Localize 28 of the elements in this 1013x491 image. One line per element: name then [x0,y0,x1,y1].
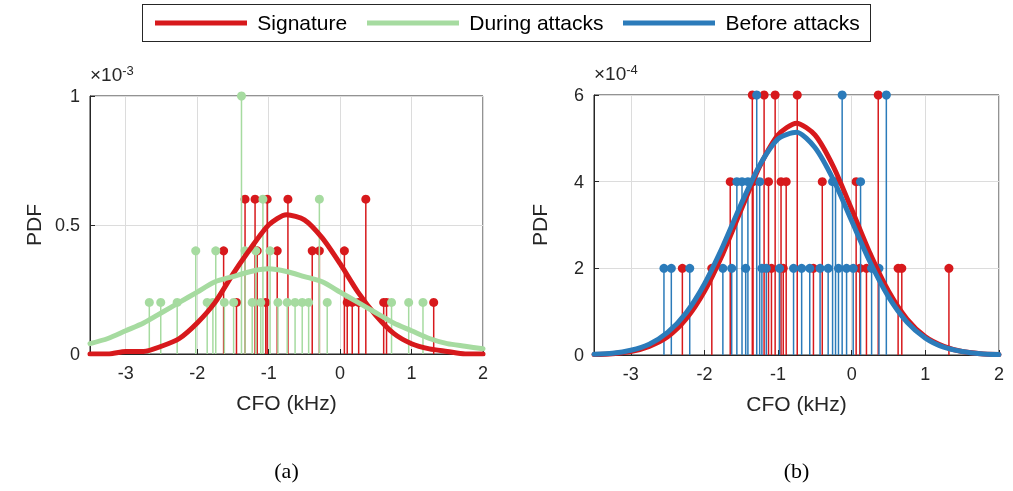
y-tick-label: 0 [573,345,584,365]
x-tick-label: 2 [993,364,1005,384]
x-tick-label: 0 [846,364,857,384]
legend-label: During attacks [469,11,604,35]
y-tick-label: 0.5 [54,215,80,235]
legend-label: Signature [257,11,348,35]
text: (b) [783,457,810,483]
y-tick-label: 0 [69,344,80,364]
y-axis-title: PDF [22,204,46,246]
x-axis-title: CFO (kHz) [746,392,847,415]
x-tick-label: -3 [622,364,639,384]
y-tick-label: 1 [69,86,80,106]
x-tick-label: -1 [260,363,277,383]
x-tick-label: 1 [920,364,931,384]
legend-label: Before attacks [725,11,860,35]
x-tick-label: 0 [335,363,346,383]
text: (a) [274,457,299,483]
y-tick-label: 2 [573,258,584,279]
x-tick-label: -2 [189,363,206,383]
x-tick-label: -2 [696,364,713,384]
x-tick-label: 2 [477,363,489,383]
x-axis-title: CFO (kHz) [236,391,337,414]
y-axis-title: PDF [528,204,551,246]
y-tick-label: 6 [573,85,584,105]
x-tick-label: -3 [117,363,134,383]
x-tick-label: -1 [770,364,787,384]
y-tick-label: 4 [573,171,584,192]
x-tick-label: 1 [406,363,417,383]
